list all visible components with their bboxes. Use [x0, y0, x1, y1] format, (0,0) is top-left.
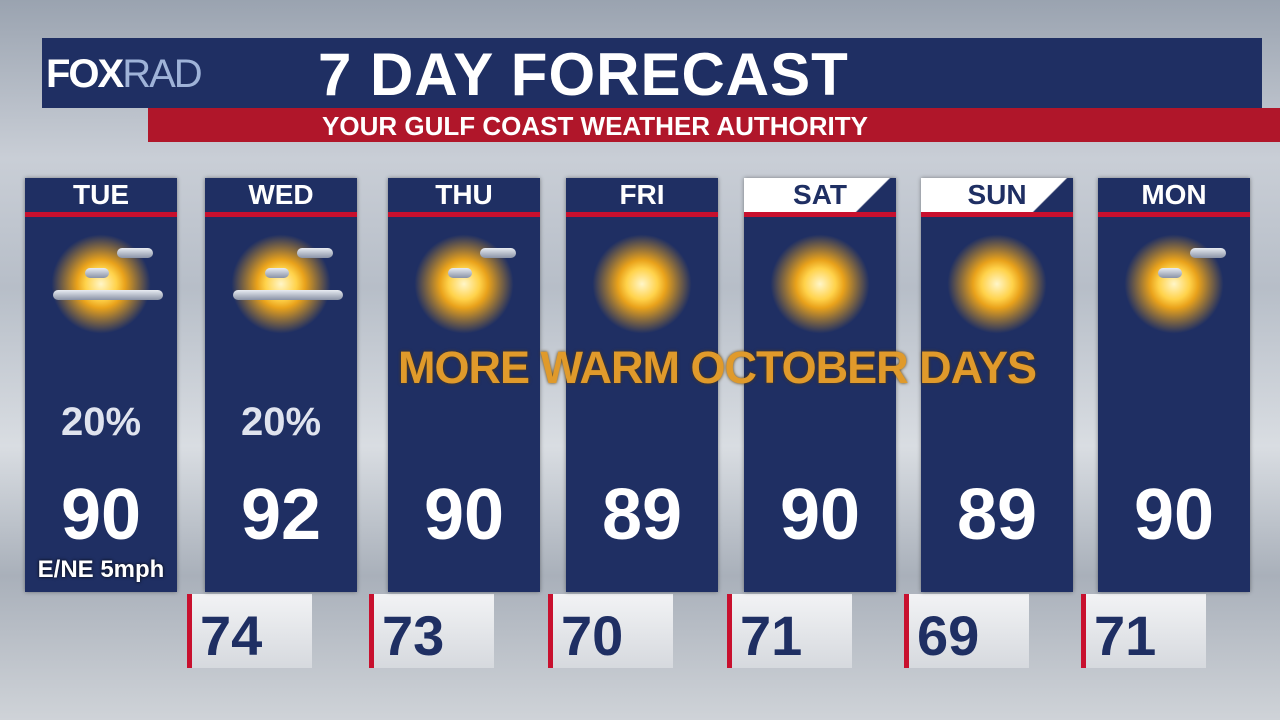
logo-fox: FOX — [46, 52, 124, 96]
high-temp: 90 — [423, 475, 505, 555]
cloud-icon — [1190, 248, 1226, 258]
cloud-icon — [117, 248, 153, 258]
subtitle: YOUR GULF COAST WEATHER AUTHORITY — [322, 111, 868, 141]
low-temp: 71 — [1081, 594, 1206, 668]
day-name: THU — [388, 178, 540, 217]
high-temp: 90 — [60, 475, 142, 555]
cloud-icon — [85, 268, 109, 278]
wind: E/NE 5mph — [37, 556, 165, 583]
subtitle-bar — [148, 108, 1280, 142]
cloud-icon — [1158, 268, 1182, 278]
day-column: MON 90 — [1098, 178, 1250, 592]
cloud-icon — [480, 248, 516, 258]
day-name: SAT — [744, 178, 896, 217]
sun-icon — [947, 234, 1047, 334]
logo: FOXRAD — [46, 52, 203, 97]
precip-chance: 20% — [240, 400, 322, 444]
cloud-icon — [265, 268, 289, 278]
low-temp: 70 — [548, 594, 673, 668]
day-column: THU 90 — [388, 178, 540, 592]
high-temp: 89 — [601, 475, 683, 555]
day-column: SUN 89 — [921, 178, 1073, 592]
cloud-icon — [233, 290, 343, 300]
day-name: FRI — [566, 178, 718, 217]
banner: MORE WARM OCTOBER DAYS — [398, 342, 1037, 393]
high-temp: 90 — [1133, 475, 1215, 555]
low-temp: 71 — [727, 594, 852, 668]
high-temp: 92 — [240, 475, 322, 555]
logo-rad: RAD — [122, 52, 202, 96]
low-temp: 69 — [904, 594, 1029, 668]
high-temp: 90 — [779, 475, 861, 555]
day-name: MON — [1098, 178, 1250, 217]
day-column: FRI 89 — [566, 178, 718, 592]
day-column: WED 20% 92 — [205, 178, 357, 592]
day-column: TUE 20% 90 E/NE 5mph — [25, 178, 177, 592]
cloud-icon — [53, 290, 163, 300]
low-temp: 73 — [369, 594, 494, 668]
day-column: SAT 90 — [744, 178, 896, 592]
title: 7 DAY FORECAST — [318, 41, 849, 108]
cloud-icon — [448, 268, 472, 278]
header-bar — [42, 38, 1262, 108]
day-name: WED — [205, 178, 357, 217]
cloud-icon — [297, 248, 333, 258]
low-temp: 74 — [187, 594, 312, 668]
high-temp: 89 — [956, 475, 1038, 555]
day-name: TUE — [25, 178, 177, 217]
sun-icon — [592, 234, 692, 334]
sun-icon — [770, 234, 870, 334]
day-name: SUN — [921, 178, 1073, 217]
precip-chance: 20% — [60, 400, 142, 444]
